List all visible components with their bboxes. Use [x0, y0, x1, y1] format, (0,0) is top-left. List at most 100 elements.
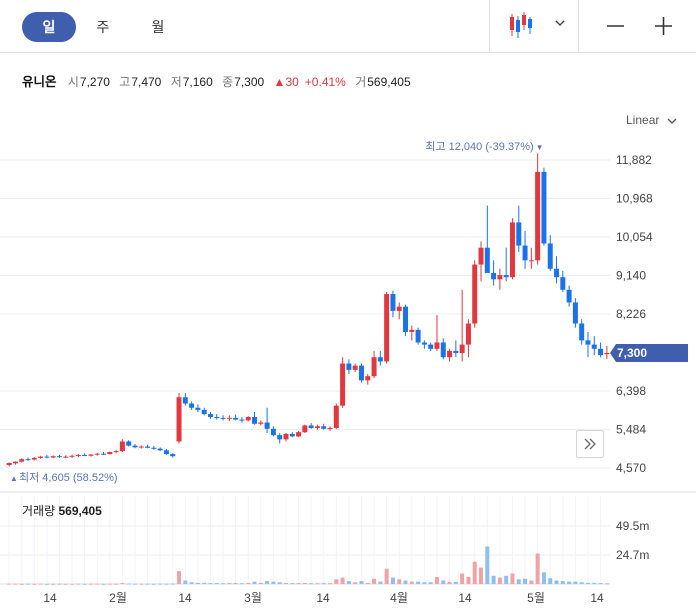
candle-body	[598, 348, 604, 356]
candle-body	[447, 350, 453, 358]
volume-bar	[208, 583, 213, 585]
price-tick-label: 8,226	[616, 307, 646, 321]
candle-body	[421, 342, 427, 345]
volume-bar	[372, 578, 377, 584]
low-label: 저	[170, 75, 182, 89]
scroll-to-latest-button[interactable]	[576, 430, 604, 458]
volume-bar	[95, 583, 100, 585]
volume-bar	[334, 579, 339, 584]
price-tick-label: 10,968	[616, 192, 653, 206]
volume-bar	[265, 581, 270, 584]
candle-body	[302, 425, 308, 433]
volume-bar	[548, 578, 553, 584]
open-label: 시	[67, 75, 79, 89]
candle-body	[484, 247, 490, 273]
candle-body	[12, 461, 18, 464]
x-tick-label: 2월	[109, 591, 127, 605]
candle-body	[69, 455, 75, 457]
volume-bar	[346, 581, 351, 584]
volume-bar	[573, 581, 578, 584]
chart-type-selector[interactable]	[489, 0, 579, 52]
candle-body	[25, 459, 31, 461]
volume-bar	[460, 573, 465, 584]
volume-bar	[126, 583, 131, 585]
candle-body	[239, 419, 245, 421]
price-tick-label: 4,570	[616, 461, 646, 475]
candle-body	[560, 277, 566, 290]
x-tick-label: 14	[178, 591, 192, 605]
volume-bar	[428, 582, 433, 584]
volume-bar	[592, 582, 597, 584]
candle-body	[113, 451, 119, 453]
price-chart[interactable]: 11,882 10,968 10,054 9,140 8,226 6,398 5,484 4,…	[0, 130, 696, 616]
candle-body	[604, 353, 610, 355]
volume-bar	[114, 583, 119, 585]
tab-daily[interactable]: 일	[22, 12, 76, 42]
volume-bar	[26, 583, 31, 585]
volume-bar	[598, 583, 603, 585]
volume-bar	[120, 583, 125, 585]
candle-body	[82, 454, 88, 456]
volume-bar	[88, 583, 93, 585]
candle-body	[390, 294, 396, 311]
zoom-out-button[interactable]	[600, 12, 630, 40]
volume-bar	[13, 583, 18, 585]
candle-body	[101, 453, 107, 455]
volume-bar	[315, 583, 320, 585]
volume-bar	[523, 578, 528, 584]
candle-body	[459, 344, 465, 354]
candle-body	[138, 446, 144, 448]
candle-body	[572, 302, 578, 324]
candle-body	[176, 397, 182, 442]
scale-toggle[interactable]: Linear	[626, 113, 677, 127]
candle-body	[528, 260, 534, 262]
candle-body	[365, 376, 371, 381]
volume-bar	[44, 583, 49, 585]
volume-bar	[19, 583, 24, 585]
volume-panel-title: 거래량 569,405	[22, 502, 102, 519]
volume-bar	[183, 580, 188, 584]
quote-summary: 유니온 시7,270 고7,470 저7,160 종7,300 ▲30 +0.41…	[22, 71, 417, 90]
volume-bar	[70, 583, 75, 585]
volume-bar	[214, 583, 219, 585]
volume-bar	[359, 581, 364, 584]
candle-body	[170, 454, 176, 457]
candle-body	[50, 456, 56, 458]
volume-bar	[453, 581, 458, 584]
candle-body	[44, 456, 50, 458]
candle-body	[340, 363, 346, 406]
volume-bar	[7, 583, 12, 585]
candle-body	[465, 323, 471, 345]
x-tick-label: 5월	[527, 591, 545, 605]
candle-body	[75, 454, 81, 456]
volume-bar	[510, 573, 515, 584]
volume-bar	[283, 582, 288, 584]
candle-body	[38, 456, 44, 458]
volume-bar	[233, 583, 238, 585]
tab-weekly[interactable]: 주	[96, 19, 110, 35]
max-price-annotation: 최고 12,040 (-39.37%)	[425, 140, 533, 153]
candle-body	[132, 445, 138, 448]
candle-body	[453, 350, 459, 354]
candle-body	[189, 403, 195, 408]
volume-bar	[516, 579, 521, 584]
change-value: 30	[285, 75, 299, 89]
candle-body	[409, 329, 415, 332]
candle-body	[314, 426, 320, 428]
candle-body	[585, 340, 591, 345]
volume-bar	[472, 561, 477, 584]
volume-bar	[384, 568, 389, 584]
zoom-in-button[interactable]	[648, 12, 678, 40]
tab-monthly[interactable]: 월	[151, 19, 165, 35]
volume-bar	[554, 580, 559, 584]
volume-bar	[57, 583, 62, 585]
x-tick-label: 14	[590, 591, 604, 605]
volume-bar	[107, 583, 112, 585]
candle-body	[6, 462, 12, 466]
candle-body	[541, 171, 547, 244]
volume-bar	[63, 583, 68, 585]
volume-bar	[151, 583, 156, 585]
chevron-down-icon	[555, 20, 565, 26]
price-tick-label: 6,398	[616, 384, 646, 398]
candle-body	[233, 417, 239, 420]
